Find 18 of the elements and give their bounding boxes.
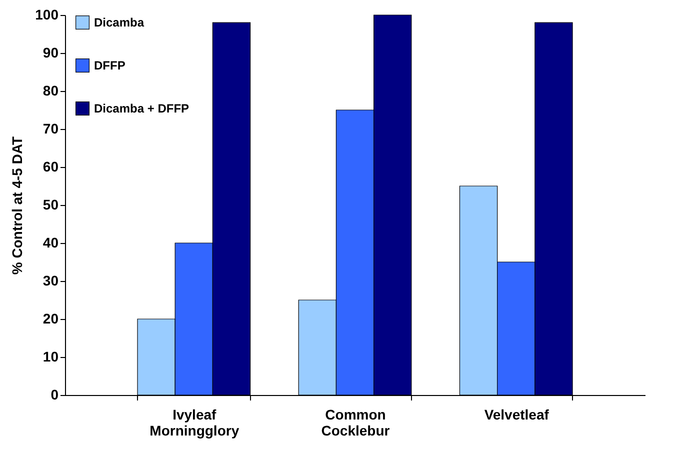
- y-tick-label: 50: [42, 196, 59, 212]
- legend-label: DFFP: [94, 58, 126, 72]
- y-tick-label: 20: [42, 310, 59, 326]
- y-tick-label: 90: [42, 44, 59, 60]
- y-tick-label: 0: [50, 386, 59, 402]
- y-tick-label: 80: [42, 82, 59, 98]
- legend-label: Dicamba + DFFP: [94, 102, 190, 116]
- y-tick-label: 30: [42, 272, 59, 288]
- legend-label: Dicamba: [94, 16, 144, 30]
- y-tick-label: 10: [42, 348, 59, 364]
- x-tick-label: Ivyleaf Morningglory: [150, 406, 240, 438]
- y-tick-label: 70: [42, 120, 59, 136]
- y-tick-label: 60: [42, 158, 59, 174]
- y-axis-title: % Control at 4-5 DAT: [9, 136, 26, 275]
- x-tick-label: Velvetleaf: [484, 406, 550, 422]
- y-tick-label: 100: [35, 6, 59, 22]
- y-tick-label: 40: [42, 234, 59, 250]
- x-tick-label: Common Cocklebur: [321, 406, 390, 438]
